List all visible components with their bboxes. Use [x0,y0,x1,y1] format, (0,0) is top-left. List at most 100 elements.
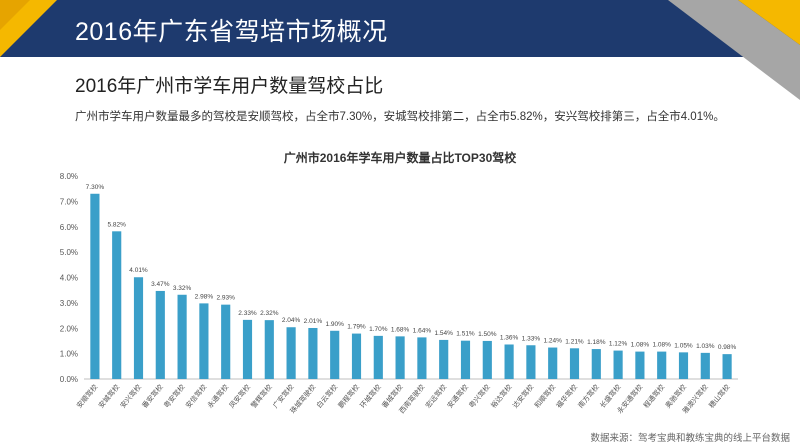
data-label: 1.12% [609,341,628,348]
bar [373,335,383,379]
data-label: 1.21% [565,338,584,345]
x-tick-label: 环城驾校 [358,383,383,410]
bar [330,330,340,379]
x-tick-label: 奥驰驾校 [663,383,688,410]
y-tick-label: 1.0% [60,350,78,359]
bar [439,339,449,379]
x-tick-label: 安信驾校 [184,383,209,410]
bar [133,277,144,379]
bar [308,327,318,379]
bar [548,347,558,379]
data-label: 3.47% [151,281,170,288]
data-label: 1.18% [587,339,606,346]
x-tick-label: 穗山驾校 [707,383,732,410]
data-label: 1.54% [434,330,453,337]
yellow-corner-inner-decoration [0,0,30,30]
data-label: 4.01% [129,267,148,274]
bar [112,231,122,379]
bar [460,340,471,379]
section-description: 广州市学车用户数量最多的驾校是安顺驾校，占全市7.30%，安城驾校排第二，占全市… [75,111,725,123]
x-tick-label: 宏远驾校 [423,383,448,410]
data-label: 1.68% [391,326,410,333]
bar [286,327,296,379]
section-subtitle: 2016年广州市学车用户数量驾校占比 [75,76,384,97]
bar [526,345,536,379]
bar [417,337,427,379]
bar [613,350,623,379]
bar [221,304,231,379]
x-tick-label: 番安驾校 [140,383,165,410]
x-tick-label: 和顺驾校 [532,383,557,410]
data-label: 1.70% [369,326,388,333]
x-tick-label: 凤安驾校 [227,383,252,410]
bar [177,294,187,379]
data-label: 1.05% [674,342,693,349]
y-tick-label: 3.0% [60,299,78,308]
data-label: 5.82% [107,221,126,228]
data-label: 2.04% [282,317,301,324]
data-label: 1.64% [413,327,432,334]
chart-title: 广州市2016年学车用户数量占比TOP30驾校 [284,150,517,165]
data-label: 1.36% [500,334,519,341]
data-label: 1.90% [325,321,344,328]
data-label: 7.30% [86,184,105,191]
bar [635,351,645,379]
x-tick-label: 福华驾校 [554,383,579,410]
x-tick-label: 广安驾校 [271,383,296,410]
x-tick-label: 警辉驾校 [249,383,274,410]
x-tick-label: 安顺驾校 [75,383,100,410]
x-tick-label: 裕达驾校 [489,383,514,410]
bar [482,340,492,379]
x-tick-label: 南方驾校 [576,383,601,410]
bar [351,333,362,379]
bar [722,354,732,379]
y-tick-label: 5.0% [60,248,78,257]
y-tick-label: 7.0% [60,197,78,206]
data-label: 2.33% [238,310,257,317]
bar [657,351,667,379]
data-label: 0.98% [718,344,737,351]
data-label: 1.79% [347,324,366,331]
bar [264,320,274,379]
bar [395,336,405,379]
data-label: 2.32% [260,310,279,317]
data-label: 1.51% [456,331,475,338]
x-tick-label: 粤安驾校 [162,383,187,410]
data-source-note: 数据来源：驾考宝典和教练宝典的线上平台数据 [590,433,790,444]
x-tick-label: 达安驾校 [511,383,536,410]
data-label: 2.01% [304,318,323,325]
x-tick-label: 白云驾校 [314,383,339,410]
bar-chart: 广州市2016年学车用户数量占比TOP30驾校 0.0% 1.0% 2.0% 3.0%… [60,150,738,415]
y-tick-label: 0.0% [60,375,78,384]
x-tick-label: 鹏程驾校 [336,383,361,410]
x-tick-label: 长盛驾校 [598,383,623,410]
data-label: 1.24% [543,338,562,345]
x-tick-label: 永通驾校 [205,383,230,410]
data-label: 2.93% [216,295,235,302]
bar [569,348,580,379]
data-label: 1.50% [478,331,497,338]
x-tick-label: 程通驾校 [641,383,666,410]
header-bar: 2016年广东省驾培市场概况 [0,0,800,57]
data-label: 1.33% [522,335,541,342]
data-label: 3.32% [173,285,192,292]
right-corner-decoration [668,0,800,100]
bar [678,352,689,379]
bar [155,290,165,379]
page-title: 2016年广东省驾培市场概况 [75,18,388,46]
x-tick-label: 安兴驾校 [118,383,143,410]
x-tick-label: 安城驾校 [96,383,121,410]
data-label: 2.98% [195,293,214,300]
data-label: 1.08% [652,342,671,349]
x-tick-label: 粤兴驾校 [467,383,492,410]
data-label: 1.08% [631,342,650,349]
y-tick-label: 8.0% [60,172,78,181]
bar [199,303,209,379]
data-label: 1.03% [696,343,715,350]
bar [90,193,100,379]
bar [504,344,514,379]
y-tick-label: 4.0% [60,274,78,283]
bar [700,352,710,379]
x-tick-label: 安通驾校 [445,383,470,410]
x-tick-label: 番城驾校 [380,383,405,410]
